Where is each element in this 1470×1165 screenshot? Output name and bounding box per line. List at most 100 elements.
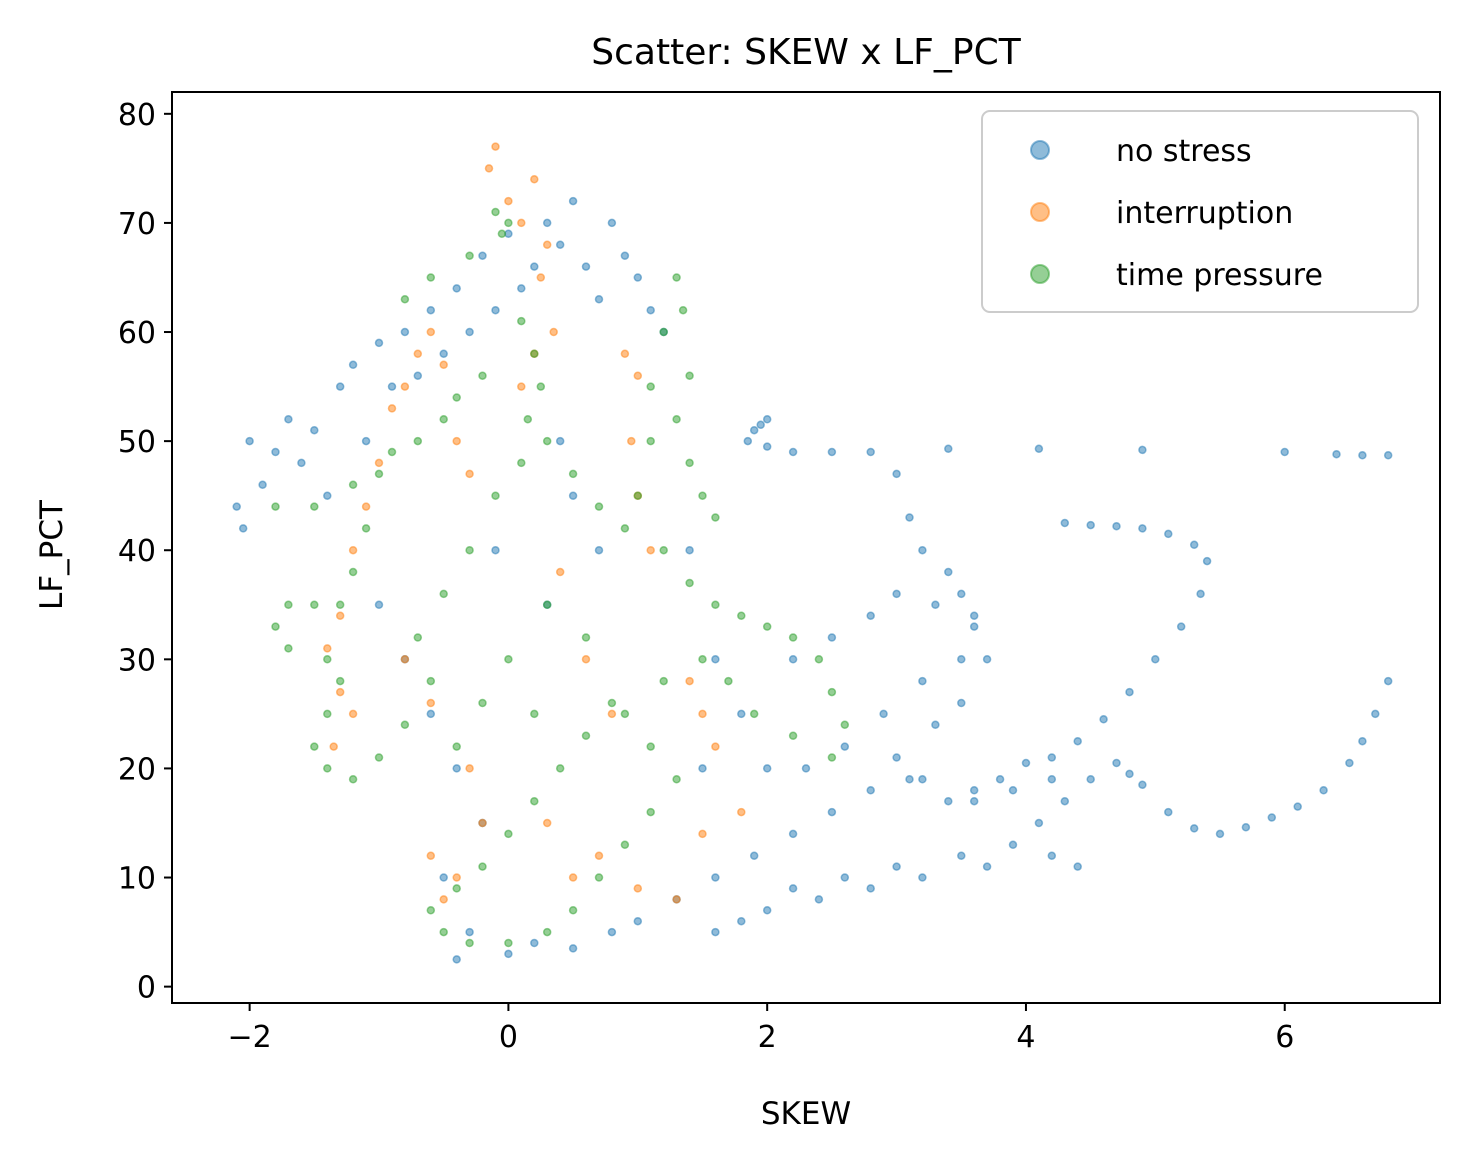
data-point bbox=[329, 742, 338, 751]
data-point bbox=[944, 796, 953, 806]
plot-frame bbox=[171, 91, 1441, 1004]
x-tick-label: 6 bbox=[1275, 1020, 1294, 1055]
legend-box bbox=[981, 110, 1419, 313]
data-point bbox=[452, 955, 461, 964]
data-point bbox=[594, 873, 604, 882]
data-point bbox=[737, 611, 746, 620]
data-point bbox=[1196, 589, 1205, 599]
data-point bbox=[491, 142, 500, 151]
data-point bbox=[400, 655, 410, 664]
data-point bbox=[620, 524, 630, 533]
data-point bbox=[348, 480, 358, 490]
data-point bbox=[633, 491, 643, 500]
x-tick-label: 0 bbox=[499, 1020, 518, 1055]
chart-title: Scatter: SKEW x LF_PCT bbox=[591, 32, 1021, 73]
data-point bbox=[685, 371, 694, 380]
data-point bbox=[698, 764, 707, 773]
data-point bbox=[348, 360, 358, 370]
data-point bbox=[1189, 824, 1199, 833]
data-point bbox=[491, 207, 500, 217]
data-point bbox=[620, 840, 630, 850]
data-point bbox=[581, 731, 591, 740]
data-point bbox=[737, 807, 746, 817]
series-1 bbox=[323, 142, 746, 904]
data-point bbox=[530, 938, 539, 948]
data-point bbox=[271, 622, 280, 631]
data-point bbox=[504, 949, 513, 959]
data-point bbox=[749, 425, 759, 435]
data-point bbox=[698, 709, 707, 719]
data-point bbox=[504, 218, 513, 228]
data-point bbox=[969, 786, 979, 795]
data-point bbox=[1125, 769, 1134, 779]
data-point bbox=[1112, 521, 1121, 531]
y-axis-label: LF_PCT bbox=[34, 499, 70, 610]
data-point bbox=[931, 720, 940, 730]
data-point bbox=[465, 469, 474, 479]
data-point bbox=[1189, 540, 1199, 550]
data-point bbox=[646, 545, 655, 555]
x-tick-label: −2 bbox=[228, 1020, 272, 1055]
data-point bbox=[323, 709, 332, 719]
data-point bbox=[607, 698, 617, 708]
data-point bbox=[517, 382, 526, 391]
data-point bbox=[530, 709, 539, 719]
data-point bbox=[323, 491, 332, 500]
y-tick-label: 40 bbox=[118, 534, 156, 569]
data-point bbox=[969, 611, 979, 620]
data-point bbox=[892, 589, 901, 599]
data-point bbox=[497, 229, 507, 239]
data-point bbox=[698, 655, 707, 664]
data-point bbox=[284, 644, 293, 653]
data-point bbox=[530, 796, 539, 806]
data-point bbox=[465, 327, 474, 337]
data-point bbox=[387, 404, 397, 413]
data-point bbox=[465, 764, 474, 773]
data-point bbox=[905, 513, 914, 522]
data-point bbox=[711, 600, 720, 610]
legend-label: no stress bbox=[1116, 134, 1252, 169]
legend-marker bbox=[1030, 264, 1050, 284]
data-point bbox=[724, 676, 733, 686]
data-point bbox=[620, 349, 630, 359]
data-point bbox=[452, 873, 461, 882]
legend: no stress interruption time pressure bbox=[981, 110, 1419, 313]
data-point bbox=[633, 916, 643, 926]
data-point bbox=[1241, 823, 1251, 832]
data-point bbox=[374, 338, 384, 348]
data-point bbox=[788, 447, 798, 457]
data-point bbox=[1319, 786, 1328, 795]
data-point bbox=[918, 545, 927, 555]
data-point bbox=[413, 371, 423, 380]
data-point bbox=[944, 444, 953, 454]
data-point bbox=[620, 251, 630, 260]
data-point bbox=[348, 567, 358, 577]
data-point bbox=[995, 775, 1005, 784]
data-point bbox=[439, 349, 448, 359]
data-point bbox=[348, 709, 358, 719]
data-point bbox=[762, 415, 772, 424]
data-point bbox=[698, 491, 707, 500]
y-axis-ticks: 0 10 20 30 40 50 60 70 80 bbox=[118, 98, 172, 1006]
data-point bbox=[426, 709, 436, 719]
data-point bbox=[646, 382, 655, 391]
data-point bbox=[788, 731, 798, 740]
data-point bbox=[413, 349, 423, 359]
y-tick-label: 70 bbox=[118, 207, 156, 242]
data-point bbox=[1047, 851, 1057, 860]
data-point bbox=[478, 862, 487, 871]
data-point bbox=[918, 873, 927, 882]
data-point bbox=[1293, 802, 1302, 811]
data-point bbox=[743, 436, 753, 446]
data-point bbox=[542, 218, 552, 228]
legend-items: no stress interruption time pressure bbox=[1030, 134, 1323, 293]
data-point bbox=[478, 371, 487, 380]
legend-label: time pressure bbox=[1116, 258, 1323, 293]
data-point bbox=[1202, 556, 1212, 566]
data-point bbox=[413, 633, 423, 642]
data-point bbox=[672, 895, 681, 904]
data-point bbox=[594, 545, 604, 555]
y-tick-label: 0 bbox=[137, 971, 156, 1006]
data-point bbox=[620, 709, 630, 719]
